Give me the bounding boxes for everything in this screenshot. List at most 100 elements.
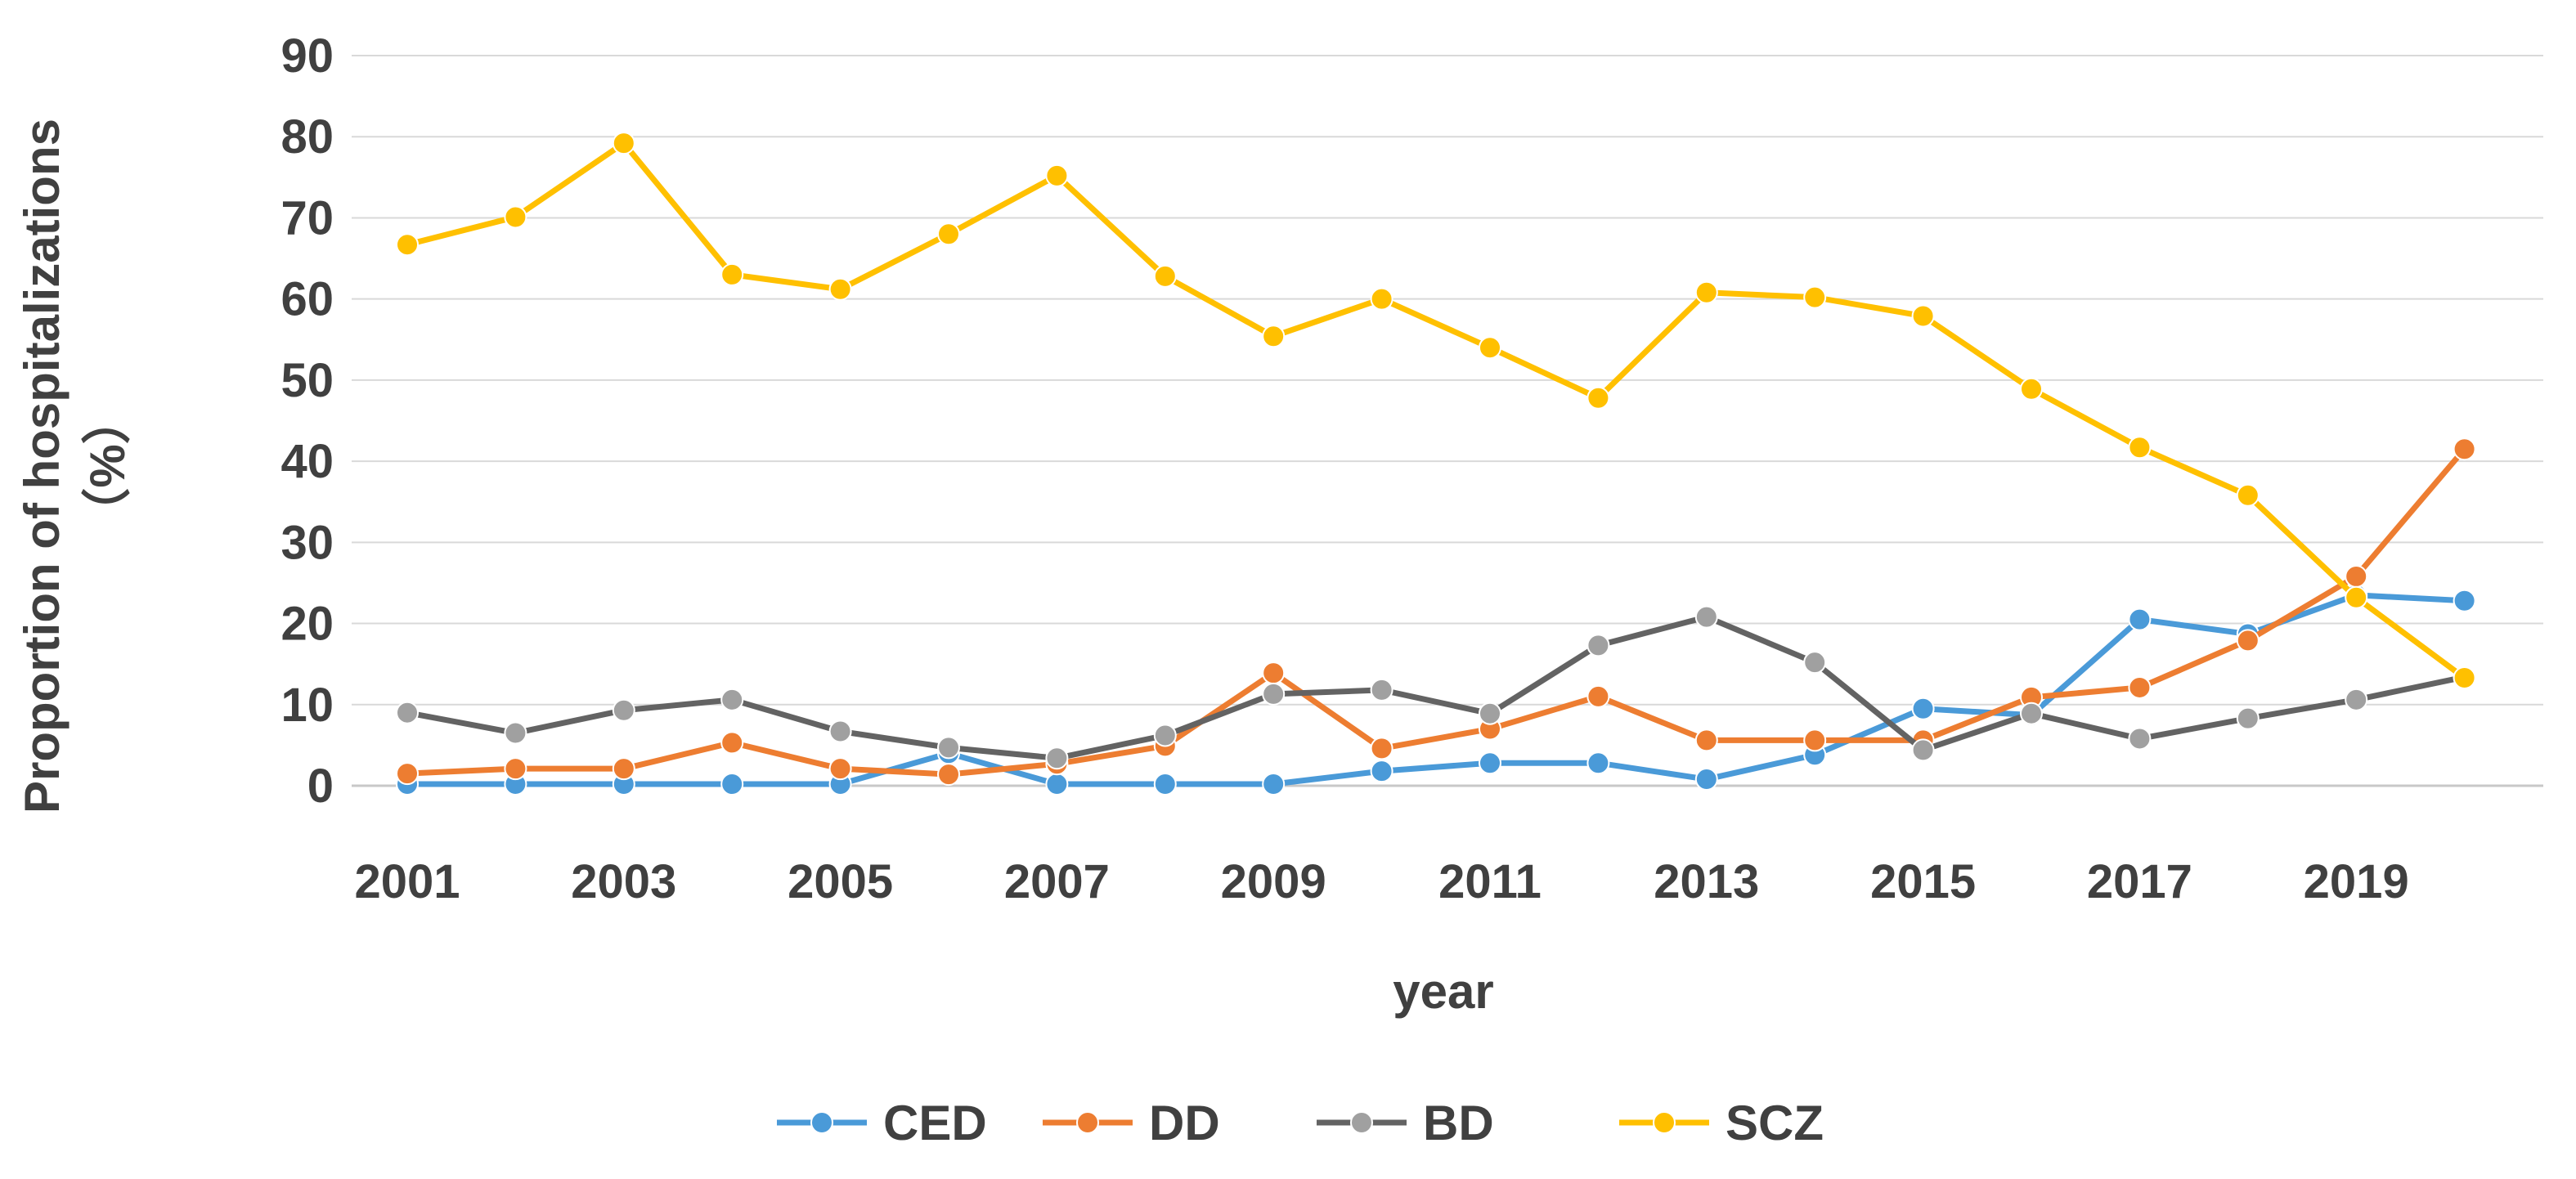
point-bd-2017: [2128, 727, 2152, 751]
legend-label-bd: BD: [1423, 1096, 1494, 1150]
x-axis-title: year: [1393, 964, 1493, 1019]
point-dd-2013: [1694, 728, 1718, 752]
point-bd-2010: [1370, 678, 1393, 702]
x-tick-label: 2019: [2304, 855, 2409, 908]
point-dd-2019: [2345, 565, 2368, 589]
point-dd-2003: [612, 757, 635, 781]
legend-item-scz[interactable]: SCZ: [1619, 1096, 1824, 1150]
y-tick-label: 40: [280, 435, 334, 488]
point-scz-2002: [504, 205, 527, 229]
legend-swatch-marker: [1350, 1111, 1373, 1134]
point-bd-2005: [828, 720, 852, 743]
point-bd-2009: [1262, 682, 1286, 706]
point-scz-2007: [1045, 164, 1069, 187]
legend-swatch-marker: [1076, 1111, 1099, 1134]
point-ced-2020: [2453, 589, 2476, 612]
point-bd-2002: [504, 721, 527, 745]
point-scz-2013: [1694, 280, 1718, 304]
x-tick-label: 2007: [1004, 855, 1110, 908]
y-axis-title: Proportion of hospitalizations: [15, 119, 70, 814]
series-lines: [396, 132, 2476, 796]
point-bd-2007: [1045, 746, 1069, 770]
line-scz: [404, 140, 2468, 681]
point-scz-2020: [2453, 666, 2476, 690]
y-axis-title-unit: （%）: [80, 395, 135, 536]
y-tick-label: 60: [280, 273, 334, 326]
y-tick-label: 90: [280, 29, 334, 83]
point-scz-2006: [937, 222, 960, 246]
point-bd-2016: [2020, 702, 2043, 725]
point-ced-2009: [1262, 773, 1286, 796]
point-scz-2016: [2020, 377, 2043, 401]
point-bd-2008: [1153, 724, 1177, 747]
x-tick-label: 2013: [1654, 855, 1759, 908]
point-scz-2005: [828, 277, 852, 301]
legend-item-ced[interactable]: CED: [777, 1096, 987, 1150]
line-dd: [404, 446, 2468, 778]
y-tick-label: 70: [280, 191, 334, 244]
point-bd-2004: [720, 688, 744, 711]
x-tick-label: 2015: [1870, 855, 1976, 908]
series-scz: [396, 132, 2476, 690]
y-axis-ticks: 0 10 20 30 40 50 60 70 80 90: [280, 29, 334, 813]
point-ced-2013: [1694, 768, 1718, 791]
legend-swatch-marker: [810, 1111, 833, 1134]
x-axis-ticks: 2001 2003 2005 2007 2009 2011 2013 2015 2017 2019: [354, 855, 2408, 908]
point-scz-2009: [1262, 325, 1286, 348]
line-bd: [404, 614, 2468, 761]
point-ced-2017: [2128, 607, 2152, 631]
x-tick-label: 2011: [1438, 855, 1542, 908]
point-scz-2012: [1586, 386, 1610, 410]
point-bd-2013: [1694, 605, 1718, 629]
y-tick-label: 10: [280, 679, 334, 732]
x-tick-label: 2001: [354, 855, 460, 908]
point-dd-2004: [720, 731, 744, 755]
series-bd: [396, 605, 2476, 770]
point-scz-2003: [612, 132, 635, 155]
point-scz-2017: [2128, 436, 2152, 459]
point-dd-2001: [396, 762, 419, 786]
point-dd-2017: [2128, 675, 2152, 699]
legend-label-scz: SCZ: [1726, 1096, 1824, 1150]
point-bd-2003: [612, 698, 635, 722]
point-scz-2018: [2236, 483, 2260, 507]
point-ced-2015: [1911, 697, 1935, 720]
point-dd-2010: [1370, 737, 1393, 760]
legend-item-bd[interactable]: BD: [1317, 1096, 1494, 1150]
point-ced-2010: [1370, 760, 1393, 783]
y-tick-label: 30: [280, 516, 334, 569]
point-ced-2007: [1045, 773, 1069, 796]
point-bd-2001: [396, 701, 419, 724]
point-scz-2010: [1370, 287, 1393, 311]
point-scz-2014: [1803, 285, 1827, 309]
point-dd-2014: [1803, 728, 1827, 752]
point-bd-2014: [1803, 651, 1827, 675]
point-dd-2006: [937, 763, 960, 787]
y-tick-label: 20: [280, 598, 334, 651]
point-bd-2018: [2236, 706, 2260, 730]
point-dd-2002: [504, 757, 527, 781]
point-ced-2012: [1586, 751, 1610, 775]
point-scz-2011: [1479, 336, 1501, 360]
legend-item-dd[interactable]: DD: [1043, 1096, 1220, 1150]
point-ced-2004: [720, 773, 744, 796]
point-dd-2009: [1262, 661, 1286, 685]
y-tick-label: 50: [280, 354, 334, 407]
point-scz-2015: [1911, 304, 1935, 328]
y-tick-label: 0: [307, 760, 334, 813]
point-ced-2008: [1153, 773, 1177, 796]
point-bd-2015: [1911, 738, 1935, 762]
point-scz-2001: [396, 233, 419, 257]
legend-label-dd: DD: [1149, 1096, 1220, 1150]
point-scz-2019: [2345, 585, 2368, 609]
x-tick-label: 2009: [1221, 855, 1326, 908]
point-scz-2008: [1153, 264, 1177, 288]
point-dd-2020: [2453, 437, 2476, 461]
legend: CED DD BD SCZ: [777, 1096, 1824, 1150]
x-tick-label: 2003: [571, 855, 676, 908]
x-tick-label: 2017: [2087, 855, 2192, 908]
point-scz-2004: [720, 262, 744, 286]
gridlines: [352, 55, 2543, 787]
line-ced: [404, 592, 2468, 787]
